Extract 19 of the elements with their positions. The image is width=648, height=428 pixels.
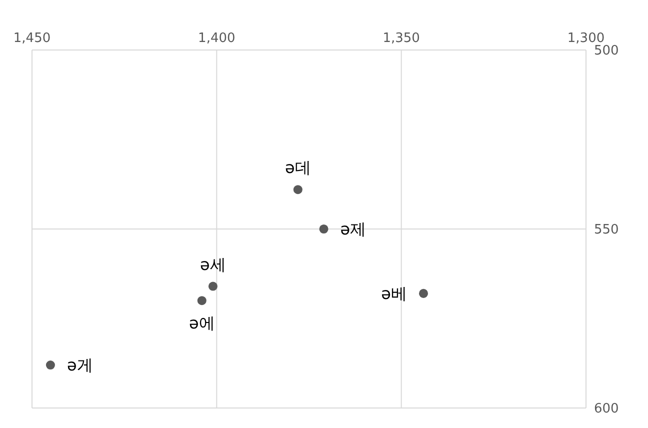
- point: [46, 360, 55, 370]
- point: [293, 185, 302, 194]
- x-tick-label: 1,400: [198, 31, 236, 46]
- point: [319, 224, 328, 234]
- x-tick-label: 1,450: [13, 31, 51, 46]
- point: [197, 296, 206, 306]
- point: [208, 282, 218, 291]
- y-tick-label: 500: [594, 44, 619, 59]
- series-label: ə제: [340, 220, 366, 239]
- series-label: ə베: [381, 284, 407, 304]
- series-label: ə게: [66, 356, 93, 375]
- x-tick-label: 1,300: [567, 31, 605, 46]
- y-tick-label: 600: [594, 402, 619, 417]
- series-label: ə에: [188, 313, 215, 332]
- x-tick-label: 1,350: [382, 31, 420, 46]
- series-label: ə세: [200, 254, 226, 274]
- y-tick-label: 550: [594, 222, 619, 238]
- series-label: ə데: [285, 158, 311, 178]
- point: [418, 288, 428, 298]
